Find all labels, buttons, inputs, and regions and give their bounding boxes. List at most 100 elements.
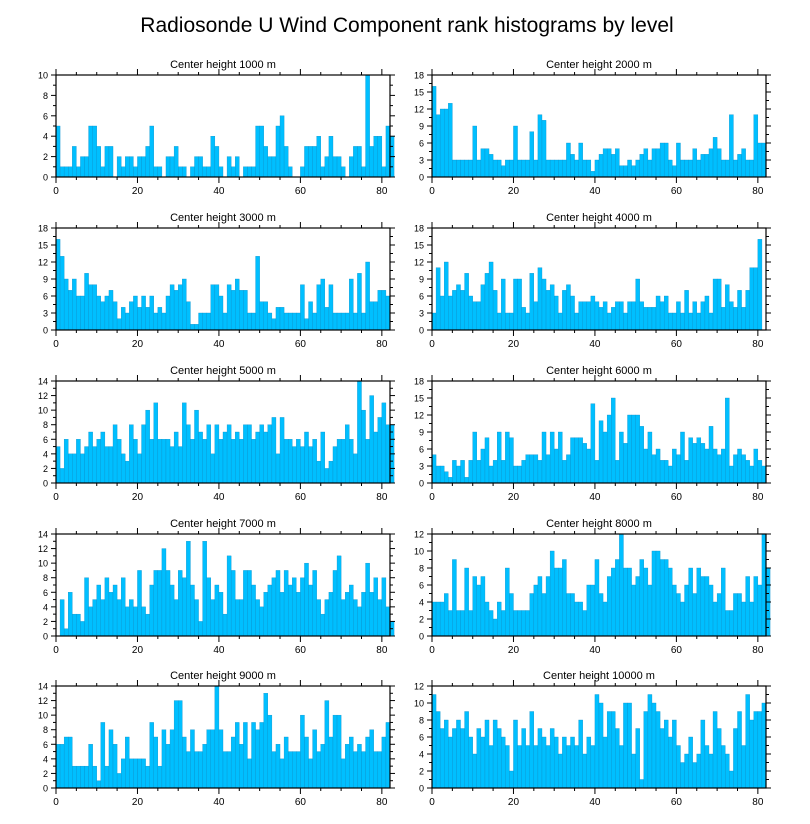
histogram-bar	[210, 729, 216, 789]
x-tick-label: 40	[213, 492, 225, 503]
histogram-bar	[312, 312, 317, 331]
histogram-bar	[296, 751, 301, 789]
panel-title: Center height 5000 m	[170, 365, 276, 377]
histogram-bar	[226, 555, 232, 637]
x-tick-label: 60	[671, 645, 683, 656]
histogram-bar	[700, 576, 706, 637]
histogram-bar	[316, 460, 321, 484]
x-tick-label: 20	[508, 645, 520, 656]
histogram-bar	[704, 154, 710, 178]
histogram-bar	[627, 702, 632, 789]
histogram-bar	[505, 431, 510, 484]
y-tick-label: 15	[414, 241, 424, 251]
histogram-bar	[509, 770, 514, 789]
histogram-bar	[688, 567, 693, 637]
histogram-bar	[590, 584, 596, 637]
histogram-bar	[373, 431, 378, 484]
histogram-bar	[92, 125, 97, 178]
x-tick-label: 60	[295, 645, 307, 656]
y-tick-label: 6	[43, 292, 48, 302]
histogram-bar	[287, 751, 293, 789]
histogram-bar	[165, 156, 171, 178]
x-tick-label: 80	[376, 797, 388, 808]
histogram-bar	[562, 159, 567, 178]
histogram-bar	[112, 424, 118, 484]
histogram-bar	[108, 729, 114, 789]
histogram-bar	[688, 437, 693, 484]
histogram-bar	[439, 108, 445, 178]
histogram-bar	[712, 448, 718, 484]
histogram-bar	[570, 154, 575, 178]
histogram-bar	[222, 613, 228, 637]
histogram-bar	[631, 165, 636, 178]
histogram-bar	[484, 148, 490, 178]
histogram-bar	[157, 166, 163, 178]
y-tick-label: 6	[43, 740, 48, 750]
histogram-bar	[606, 148, 612, 178]
histogram-bar	[108, 446, 114, 484]
histogram-bar	[521, 460, 526, 484]
histogram-bar	[116, 599, 122, 637]
histogram-bar	[324, 468, 330, 484]
histogram-bar	[586, 301, 592, 331]
histogram-bar	[725, 753, 730, 789]
histogram-bar	[444, 108, 449, 178]
histogram-bar	[141, 758, 146, 789]
histogram-bar	[59, 599, 65, 637]
histogram-bar	[753, 711, 759, 789]
histogram-bar	[247, 312, 252, 331]
histogram-bar	[169, 446, 175, 484]
histogram-bar	[308, 446, 313, 484]
histogram-bar	[259, 125, 264, 178]
histogram-bar	[198, 312, 203, 331]
histogram-bar	[328, 736, 334, 789]
histogram-bar	[757, 460, 763, 484]
histogram-bar	[296, 312, 301, 331]
histogram-bar	[505, 745, 510, 789]
histogram-bar	[76, 166, 81, 178]
panel-6000m: Center height 6000 m 0 20 40 60 80 0 3 6 9 12 15 18	[414, 365, 771, 503]
histogram-bar	[275, 570, 281, 637]
histogram-bar	[104, 146, 110, 178]
histogram-bar	[456, 284, 461, 331]
x-tick-label: 40	[213, 186, 225, 197]
histogram-bar	[668, 567, 673, 637]
histogram-bar	[549, 284, 555, 331]
y-tick-label: 3	[419, 309, 424, 319]
histogram-bar	[300, 166, 305, 178]
histogram-bar	[186, 541, 191, 637]
histogram-bar	[104, 577, 110, 637]
histogram-bar	[353, 599, 358, 637]
x-tick-label: 20	[132, 492, 144, 503]
histogram-bar	[611, 397, 616, 484]
histogram-bar	[194, 751, 199, 789]
histogram-bar	[582, 443, 587, 484]
histogram-bar	[340, 439, 346, 484]
histogram-bar	[700, 443, 706, 484]
histogram-bar	[545, 576, 551, 637]
histogram-bar	[287, 584, 293, 637]
y-tick-label: 9	[419, 275, 424, 285]
histogram-bar	[452, 728, 457, 789]
histogram-bar	[631, 753, 636, 789]
histogram-bar	[320, 278, 326, 331]
x-tick-label: 60	[671, 186, 683, 197]
histogram-bar	[157, 570, 163, 637]
histogram-bar	[757, 142, 763, 178]
y-tick-label: 6	[43, 111, 48, 121]
histogram-bar	[287, 439, 293, 484]
histogram-bar	[680, 159, 685, 178]
y-tick-label: 2	[43, 464, 48, 474]
histogram-bar	[230, 570, 236, 637]
y-tick-label: 0	[419, 173, 424, 183]
histogram-bar	[460, 610, 465, 637]
y-tick-label: 8	[43, 573, 48, 583]
histogram-bar	[517, 278, 522, 331]
histogram-bar	[178, 700, 183, 789]
histogram-bar	[448, 610, 453, 637]
y-tick-label: 0	[419, 784, 424, 794]
histogram-bar	[251, 439, 256, 484]
histogram-bar	[700, 719, 706, 789]
histogram-bar	[692, 762, 697, 789]
histogram-bar	[385, 722, 391, 789]
